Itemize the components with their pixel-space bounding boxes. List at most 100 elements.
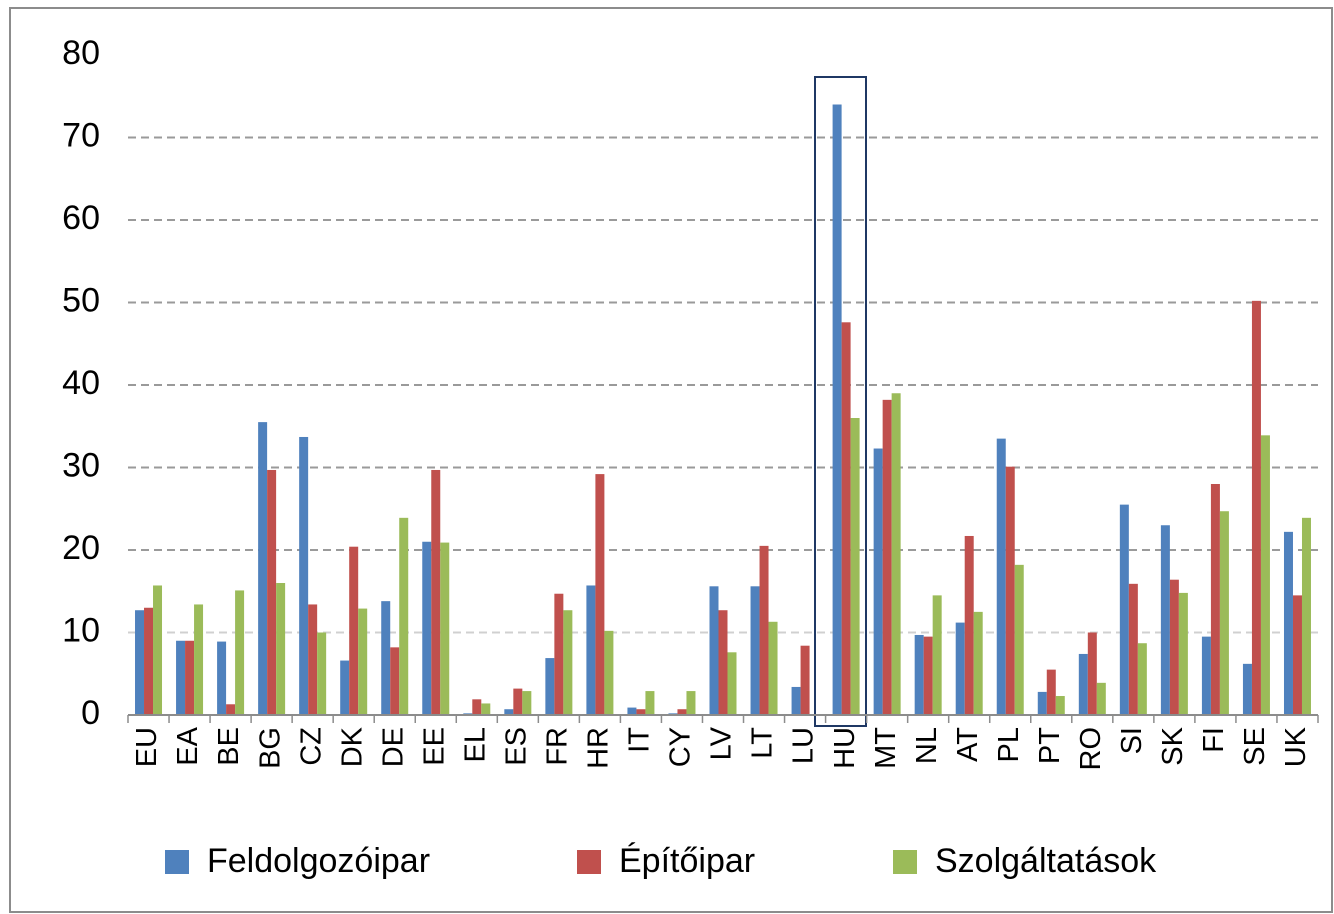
x-tick-label: LT bbox=[747, 727, 779, 759]
x-tick-label: RO bbox=[1075, 727, 1107, 771]
x-tick-label: PT bbox=[1034, 727, 1066, 764]
bar bbox=[955, 622, 965, 715]
y-tick-label: 80 bbox=[62, 34, 100, 72]
bar bbox=[217, 641, 227, 715]
x-tick-label: IT bbox=[624, 727, 656, 753]
bar bbox=[964, 535, 974, 715]
bar bbox=[973, 611, 983, 715]
x-tick-label: MT bbox=[870, 727, 902, 769]
x-tick-label: SE bbox=[1239, 727, 1271, 766]
x-tick-label: EA bbox=[172, 726, 204, 765]
bar bbox=[440, 542, 450, 715]
bar bbox=[563, 610, 573, 715]
bar bbox=[504, 709, 514, 715]
bar bbox=[522, 691, 532, 715]
bar bbox=[153, 585, 163, 715]
bar bbox=[996, 438, 1006, 715]
bar bbox=[595, 474, 605, 715]
y-tick-label: 60 bbox=[62, 199, 100, 237]
y-tick-label: 0 bbox=[81, 694, 100, 732]
bar bbox=[1283, 531, 1293, 715]
y-tick-label: 10 bbox=[62, 611, 100, 649]
x-tick-label: HR bbox=[583, 727, 615, 769]
x-tick-label: EU bbox=[131, 727, 163, 767]
bar bbox=[545, 658, 555, 715]
x-tick-label: CY bbox=[665, 727, 697, 767]
bar bbox=[317, 632, 327, 715]
bar bbox=[431, 469, 441, 715]
bar bbox=[481, 703, 491, 715]
bar bbox=[832, 104, 842, 715]
bar bbox=[841, 322, 851, 715]
bar bbox=[1087, 632, 1097, 715]
bar bbox=[800, 645, 810, 715]
bar bbox=[276, 583, 286, 715]
bar bbox=[1251, 300, 1261, 715]
x-tick-label: SI bbox=[1116, 727, 1148, 754]
bar bbox=[299, 436, 309, 715]
bar bbox=[1078, 653, 1088, 715]
bar bbox=[349, 546, 359, 715]
legend-swatch bbox=[577, 850, 601, 874]
x-tick-label: LV bbox=[706, 726, 738, 760]
bar bbox=[718, 610, 728, 715]
bar bbox=[144, 607, 154, 715]
bar bbox=[135, 610, 145, 715]
bar bbox=[267, 469, 277, 715]
bar bbox=[709, 586, 719, 715]
bar bbox=[1096, 682, 1106, 715]
bar bbox=[554, 593, 564, 715]
y-tick-label: 20 bbox=[62, 529, 100, 567]
legend-label: Építőipar bbox=[619, 842, 755, 880]
x-tick-label: SK bbox=[1157, 726, 1189, 765]
bar bbox=[399, 517, 409, 715]
bar bbox=[185, 640, 195, 715]
x-tick-label: BE bbox=[213, 727, 245, 766]
bar bbox=[750, 586, 760, 715]
bar bbox=[1037, 691, 1047, 715]
bar bbox=[791, 686, 801, 715]
bar bbox=[422, 541, 432, 715]
bar bbox=[686, 691, 696, 715]
x-tick-label: DE bbox=[377, 727, 409, 767]
x-tick-label: BG bbox=[254, 727, 286, 769]
legend-swatch bbox=[893, 850, 917, 874]
x-tick-label: DK bbox=[336, 726, 368, 767]
bar bbox=[1014, 564, 1024, 715]
bar bbox=[340, 660, 350, 715]
bar bbox=[1005, 466, 1015, 715]
bar bbox=[1292, 595, 1302, 715]
x-tick-label: NL bbox=[911, 727, 943, 764]
bar bbox=[358, 608, 368, 715]
x-tick-label: HU bbox=[829, 727, 861, 769]
bar bbox=[604, 630, 614, 715]
y-tick-label: 50 bbox=[62, 281, 100, 319]
x-tick-label: LU bbox=[788, 727, 820, 764]
bar bbox=[923, 636, 933, 715]
bar bbox=[727, 652, 737, 715]
bar bbox=[1128, 583, 1138, 715]
bar bbox=[1119, 504, 1129, 715]
bar bbox=[1301, 517, 1311, 715]
bar bbox=[1242, 663, 1252, 715]
bar bbox=[308, 604, 318, 715]
y-tick-label: 70 bbox=[62, 116, 100, 154]
bar bbox=[1137, 643, 1147, 715]
highlight-box bbox=[814, 76, 867, 727]
x-tick-label: FR bbox=[542, 727, 574, 766]
bar bbox=[176, 640, 186, 715]
x-tick-label: FI bbox=[1198, 727, 1230, 753]
bar bbox=[932, 595, 942, 715]
bar bbox=[381, 601, 391, 715]
bar bbox=[677, 709, 687, 715]
bar bbox=[882, 399, 892, 715]
bar bbox=[1219, 511, 1229, 715]
bar bbox=[627, 707, 637, 715]
bar bbox=[194, 604, 204, 715]
y-tick-label: 30 bbox=[62, 446, 100, 484]
legend-label: Szolgáltatások bbox=[935, 842, 1157, 880]
bar bbox=[759, 545, 769, 715]
x-tick-label: AT bbox=[952, 727, 984, 762]
bar bbox=[768, 621, 778, 715]
